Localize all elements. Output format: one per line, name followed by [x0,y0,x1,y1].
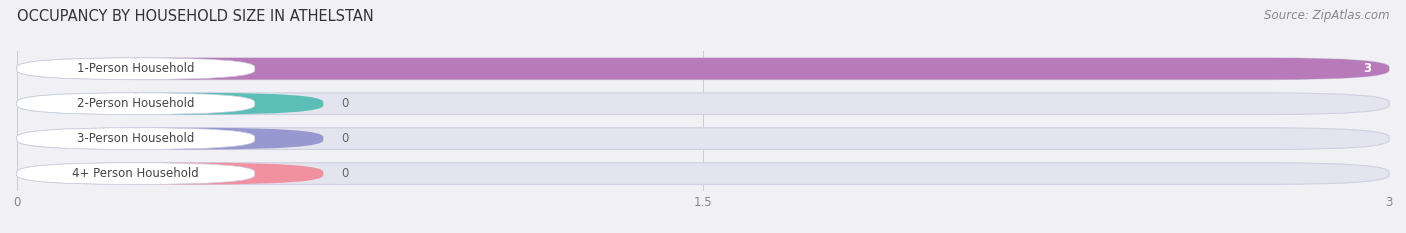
Text: 3-Person Household: 3-Person Household [77,132,194,145]
Text: 0: 0 [342,97,349,110]
Text: Source: ZipAtlas.com: Source: ZipAtlas.com [1264,9,1389,22]
Text: 4+ Person Household: 4+ Person Household [73,167,200,180]
FancyBboxPatch shape [17,58,1389,80]
Text: OCCUPANCY BY HOUSEHOLD SIZE IN ATHELSTAN: OCCUPANCY BY HOUSEHOLD SIZE IN ATHELSTAN [17,9,374,24]
FancyBboxPatch shape [17,163,1389,185]
Text: 2-Person Household: 2-Person Household [77,97,194,110]
FancyBboxPatch shape [17,93,323,115]
Text: 0: 0 [342,132,349,145]
FancyBboxPatch shape [17,93,1389,115]
FancyBboxPatch shape [17,128,1389,150]
FancyBboxPatch shape [17,128,254,150]
FancyBboxPatch shape [17,58,254,80]
FancyBboxPatch shape [17,58,1389,80]
FancyBboxPatch shape [17,163,254,185]
FancyBboxPatch shape [17,163,323,185]
Text: 1-Person Household: 1-Person Household [77,62,194,75]
FancyBboxPatch shape [17,128,323,150]
FancyBboxPatch shape [17,93,254,115]
Text: 0: 0 [342,167,349,180]
Text: 3: 3 [1362,62,1371,75]
